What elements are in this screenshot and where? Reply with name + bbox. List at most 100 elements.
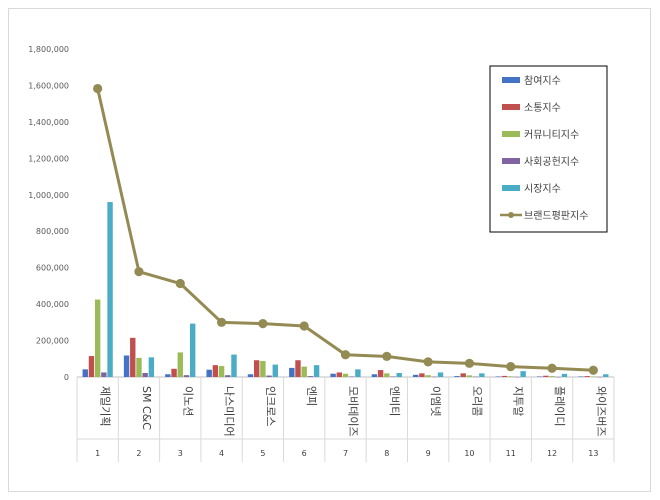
legend-label: 참여지수 bbox=[524, 75, 561, 87]
line-point bbox=[134, 267, 144, 277]
bar bbox=[101, 372, 107, 377]
legend-marker bbox=[508, 212, 514, 218]
x-tick-label: 1 bbox=[95, 449, 100, 458]
line-point bbox=[423, 357, 433, 367]
bar bbox=[543, 375, 549, 377]
category-label: 지투알 bbox=[512, 386, 526, 416]
x-tick-label: 9 bbox=[426, 449, 431, 458]
bar bbox=[88, 356, 95, 377]
bar bbox=[247, 374, 254, 377]
category-label: 이노션 bbox=[181, 386, 194, 416]
y-tick-label: 1,600,000 bbox=[28, 81, 69, 90]
bar bbox=[603, 374, 609, 377]
line-point bbox=[547, 363, 557, 373]
y-tick-label: 400,000 bbox=[36, 300, 69, 309]
bar bbox=[136, 357, 142, 377]
y-tick-label: 1,400,000 bbox=[28, 118, 69, 127]
bar bbox=[466, 375, 473, 377]
bar bbox=[377, 370, 384, 377]
bar bbox=[225, 375, 231, 377]
bar bbox=[212, 365, 219, 377]
y-tick-label: 1,000,000 bbox=[28, 191, 69, 200]
bar bbox=[419, 373, 425, 377]
x-tick-label: 5 bbox=[260, 449, 265, 458]
line-point bbox=[175, 278, 185, 289]
bar bbox=[313, 365, 320, 377]
legend-label: 시장지수 bbox=[524, 183, 561, 195]
legend-label: 소통지수 bbox=[524, 102, 561, 114]
line-point bbox=[588, 365, 598, 375]
category-label: 인크로스 bbox=[264, 386, 277, 426]
y-tick-label: 1,800,000 bbox=[28, 45, 69, 54]
legend-label: 커뮤니티지수 bbox=[524, 129, 579, 141]
line-point bbox=[464, 358, 475, 368]
bar bbox=[549, 376, 555, 377]
bar bbox=[177, 352, 183, 377]
bar bbox=[371, 374, 378, 377]
bar bbox=[301, 366, 307, 377]
bar bbox=[514, 376, 520, 378]
y-tick-label: 600,000 bbox=[36, 264, 69, 273]
bar bbox=[295, 360, 301, 377]
category-label: SM C&C bbox=[140, 386, 153, 430]
x-tick-label: 6 bbox=[302, 449, 307, 458]
x-tick-label: 4 bbox=[219, 449, 224, 458]
line-point bbox=[299, 321, 309, 331]
category-label: 제일기획 bbox=[99, 386, 113, 426]
x-tick-label: 12 bbox=[547, 449, 557, 458]
bar bbox=[390, 376, 396, 377]
legend-box bbox=[489, 65, 608, 233]
category-label: 이엠넷 bbox=[429, 386, 442, 416]
bar bbox=[260, 360, 266, 377]
bar bbox=[342, 373, 349, 377]
bar bbox=[130, 337, 136, 377]
line-point bbox=[258, 319, 268, 329]
bar bbox=[142, 372, 148, 377]
bar bbox=[289, 367, 295, 377]
bar bbox=[231, 354, 237, 377]
legend-swatch bbox=[502, 185, 520, 191]
category-label: 모비데이즈 bbox=[347, 386, 360, 437]
x-tick-label: 8 bbox=[384, 449, 389, 458]
category-label: 엔비티 bbox=[388, 386, 401, 416]
bar bbox=[218, 366, 225, 377]
bar bbox=[431, 376, 438, 378]
legend-label: 사회공헌지수 bbox=[524, 156, 579, 168]
line-point bbox=[506, 362, 516, 372]
bar bbox=[508, 376, 514, 377]
x-tick-label: 11 bbox=[506, 449, 516, 458]
line-point bbox=[216, 317, 227, 327]
bar bbox=[384, 373, 390, 377]
bar bbox=[253, 360, 260, 377]
y-tick-label: 1,200,000 bbox=[28, 154, 69, 163]
x-tick-label: 13 bbox=[588, 449, 598, 458]
x-tick-label: 7 bbox=[343, 449, 348, 458]
category-label: 플레이디 bbox=[553, 386, 566, 426]
bar bbox=[590, 376, 597, 377]
bar bbox=[148, 357, 155, 377]
category-label: 엔피 bbox=[305, 386, 318, 406]
bar bbox=[501, 375, 508, 377]
bar bbox=[495, 376, 502, 377]
bar bbox=[355, 369, 361, 377]
line-point bbox=[382, 351, 392, 362]
bar bbox=[437, 372, 444, 377]
bar bbox=[183, 375, 190, 377]
bar bbox=[584, 376, 590, 377]
y-tick-label: 800,000 bbox=[36, 227, 69, 236]
legend-label: 브랜드평판지수 bbox=[524, 210, 588, 222]
bar bbox=[206, 369, 212, 377]
bar bbox=[307, 376, 314, 377]
bar bbox=[536, 376, 543, 377]
line-point bbox=[93, 83, 103, 94]
legend-swatch bbox=[502, 131, 520, 137]
bar bbox=[266, 375, 272, 377]
bar bbox=[82, 369, 88, 377]
bar bbox=[107, 202, 113, 377]
bar bbox=[460, 373, 466, 377]
y-tick-label: 0 bbox=[64, 373, 69, 382]
legend-swatch bbox=[502, 77, 520, 83]
y-tick-label: 200,000 bbox=[36, 337, 69, 346]
x-tick-label: 10 bbox=[464, 449, 474, 458]
